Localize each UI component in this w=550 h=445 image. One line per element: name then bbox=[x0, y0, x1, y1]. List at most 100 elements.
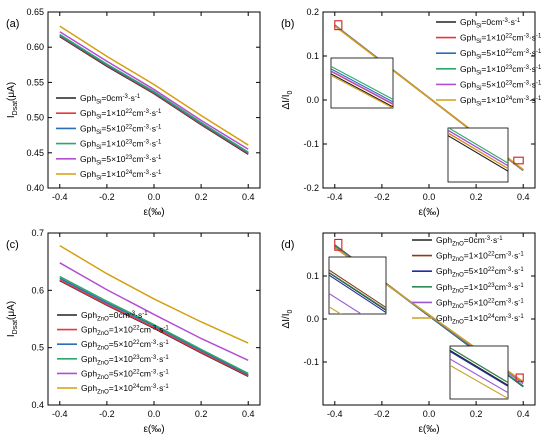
legend-label-3: GphZnO=5×1022cm-3·s-1 bbox=[81, 339, 169, 352]
legend-sup: -1 bbox=[536, 34, 542, 40]
legend-sup: -3 bbox=[144, 124, 150, 130]
inset-2 bbox=[447, 127, 509, 183]
legend-text: cm bbox=[512, 33, 523, 43]
legend-sub: ZnO bbox=[452, 304, 464, 310]
legend-sup: -3 bbox=[151, 355, 157, 361]
x-axis-label: ε(‰) bbox=[143, 424, 164, 435]
legend-label-1: GphZnO=0cm-3·s-1 bbox=[436, 235, 503, 248]
legend: GphZnO=0cm-3·s-1GphZnO=1×1022cm-3·s-1Gph… bbox=[57, 310, 169, 396]
legend-text: cm bbox=[495, 313, 506, 323]
legend-sup: -1 bbox=[156, 155, 162, 161]
zoom-marker-2 bbox=[515, 373, 524, 382]
legend-sup: 24 bbox=[506, 96, 513, 102]
series-line-5 bbox=[59, 31, 249, 150]
legend-sub: Si bbox=[96, 130, 101, 136]
legend-sup: -3 bbox=[151, 384, 157, 390]
x-tick-label: -0.2 bbox=[374, 409, 390, 419]
legend-text: Gph bbox=[81, 368, 97, 378]
legend-text: Gph bbox=[81, 325, 97, 335]
y-label-tail: (μA) bbox=[6, 82, 17, 101]
y-tick-label: 0.40 bbox=[26, 183, 44, 193]
legend-text: =1×10 bbox=[101, 108, 125, 118]
legend-sup: -3 bbox=[151, 326, 157, 332]
x-tick-label: -0.4 bbox=[327, 192, 343, 202]
legend-label-1: GphSi=0cm-3·s-1 bbox=[460, 17, 521, 30]
legend-text: ·s bbox=[511, 297, 518, 307]
zoom-marker-1 bbox=[334, 238, 343, 251]
legend-text: ·s bbox=[135, 310, 142, 320]
legend-text: ·s bbox=[128, 93, 135, 103]
inset-series-1 bbox=[448, 135, 508, 172]
legend-label-6: GphSi=1×1024cm-3·s-1 bbox=[460, 95, 542, 108]
legend-label-4: GphZnO=1×1023cm-3·s-1 bbox=[81, 354, 169, 367]
legend-text: Gph bbox=[460, 64, 476, 74]
legend-sup: -1 bbox=[163, 326, 169, 332]
legend-label-1: GphSi=0cm-3·s-1 bbox=[80, 93, 141, 106]
legend-text: Gph bbox=[80, 93, 96, 103]
legend-text: ·s bbox=[156, 354, 163, 364]
x-tick-label: 0.0 bbox=[423, 409, 436, 419]
legend-sub: ZnO bbox=[452, 242, 464, 248]
legend-text: cm bbox=[512, 95, 523, 105]
legend-sup: -3 bbox=[524, 65, 530, 71]
inset-series-3 bbox=[329, 274, 386, 313]
legend: GphZnO=0cm-3·s-1GphZnO=1×1022cm-3·s-1Gph… bbox=[412, 235, 524, 326]
legend-sup: -1 bbox=[497, 236, 503, 242]
legend-text: ·s bbox=[149, 108, 156, 118]
panel-1: -0.4 -0.2 0.0 0.2 0.4 0.40 0.45 0.50 0.55 0.60 0.6… bbox=[6, 7, 261, 218]
legend-text: =5×10 bbox=[101, 123, 125, 133]
y-tick-label: 0.50 bbox=[26, 113, 44, 123]
legend-sup: -1 bbox=[163, 384, 169, 390]
legend-sup: -3 bbox=[506, 298, 512, 304]
legend-sub: Si bbox=[96, 145, 101, 151]
legend-text: =5×10 bbox=[109, 368, 133, 378]
legend-sup: -1 bbox=[156, 109, 162, 115]
legend-text: Gph bbox=[80, 139, 96, 149]
legend-label-2: GphZnO=1×1022cm-3·s-1 bbox=[81, 325, 169, 338]
legend-label-2: GphSi=1×1022cm-3·s-1 bbox=[80, 108, 162, 121]
y-axis-label: ΔI/I0 bbox=[281, 309, 294, 328]
panel-3: -0.4 -0.2 0.0 0.2 0.4 0.4 0.5 0.6 0.7 ε(‰) IDsat(μ… bbox=[6, 228, 261, 435]
legend-text: ·s bbox=[529, 95, 536, 105]
legend-sup: -1 bbox=[156, 170, 162, 176]
legend-text: =1×10 bbox=[109, 383, 133, 393]
inset-series-1 bbox=[450, 349, 508, 386]
y-tick-label: 0.1 bbox=[306, 51, 319, 61]
y-tick-label: 0.7 bbox=[31, 228, 44, 238]
inset-series-4 bbox=[331, 65, 393, 100]
y-axis-label: IDsat(μA) bbox=[6, 301, 19, 337]
y-tick-label: 0.2 bbox=[306, 7, 319, 17]
inset-series-6 bbox=[329, 306, 342, 314]
y-tick-label: 0.1 bbox=[306, 271, 319, 281]
legend-text: cm bbox=[132, 108, 143, 118]
legend-text: ·s bbox=[508, 17, 515, 27]
legend-text: ·s bbox=[156, 383, 163, 393]
y-label-sub: Dsat bbox=[12, 101, 19, 115]
legend-text: =5×10 bbox=[481, 48, 505, 58]
y-tick-label: 0.55 bbox=[26, 77, 44, 87]
legend-sup: 23 bbox=[488, 283, 495, 289]
legend-sup: 24 bbox=[133, 384, 140, 390]
legend-sup: -1 bbox=[536, 49, 542, 55]
legend-label-4: GphZnO=1×1023cm-3·s-1 bbox=[436, 282, 524, 295]
legend-text: cm bbox=[512, 48, 523, 58]
legend-sup: -3 bbox=[144, 170, 150, 176]
inset-series-2 bbox=[329, 269, 386, 308]
legend: GphSi=0cm-3·s-1GphSi=1×1022cm-3·s-1GphSi… bbox=[436, 17, 542, 108]
legend-text: Gph bbox=[436, 313, 452, 323]
legend-text: =1×10 bbox=[101, 139, 125, 149]
legend-text: Gph bbox=[436, 297, 452, 307]
legend-sub: Si bbox=[96, 115, 101, 121]
x-tick-label: -0.2 bbox=[99, 192, 115, 202]
y-axis-label: ΔI/I0 bbox=[281, 90, 294, 109]
legend-text: Gph bbox=[80, 154, 96, 164]
legend-text: =1×10 bbox=[464, 251, 488, 261]
inset-frame bbox=[447, 127, 509, 183]
legend-text: =5×10 bbox=[109, 339, 133, 349]
legend-label-6: GphZnO=1×1024cm-3·s-1 bbox=[436, 313, 524, 326]
legend-sup: -1 bbox=[518, 267, 524, 273]
legend-sup: 23 bbox=[126, 140, 133, 146]
legend-sup: 23 bbox=[506, 65, 513, 71]
x-tick-label: 0.0 bbox=[148, 192, 161, 202]
legend-label-4: GphSi=1×1023cm-3·s-1 bbox=[460, 64, 542, 77]
